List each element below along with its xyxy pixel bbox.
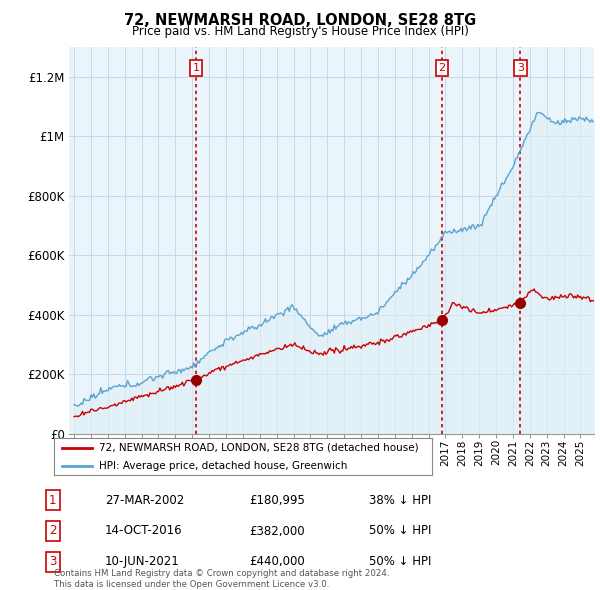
Text: 72, NEWMARSH ROAD, LONDON, SE28 8TG: 72, NEWMARSH ROAD, LONDON, SE28 8TG bbox=[124, 13, 476, 28]
Text: £382,000: £382,000 bbox=[249, 525, 305, 537]
Text: 72, NEWMARSH ROAD, LONDON, SE28 8TG (detached house): 72, NEWMARSH ROAD, LONDON, SE28 8TG (det… bbox=[100, 442, 419, 453]
Text: 14-OCT-2016: 14-OCT-2016 bbox=[105, 525, 182, 537]
Text: £180,995: £180,995 bbox=[249, 494, 305, 507]
Text: 2: 2 bbox=[49, 525, 56, 537]
Text: 50% ↓ HPI: 50% ↓ HPI bbox=[369, 555, 431, 568]
Text: 2: 2 bbox=[439, 63, 445, 73]
Text: Contains HM Land Registry data © Crown copyright and database right 2024.
This d: Contains HM Land Registry data © Crown c… bbox=[54, 569, 389, 589]
Text: 1: 1 bbox=[193, 63, 200, 73]
Text: 3: 3 bbox=[49, 555, 56, 568]
Text: 1: 1 bbox=[49, 494, 56, 507]
Text: HPI: Average price, detached house, Greenwich: HPI: Average price, detached house, Gree… bbox=[100, 461, 348, 471]
Text: 38% ↓ HPI: 38% ↓ HPI bbox=[369, 494, 431, 507]
Text: 10-JUN-2021: 10-JUN-2021 bbox=[105, 555, 180, 568]
Text: Price paid vs. HM Land Registry's House Price Index (HPI): Price paid vs. HM Land Registry's House … bbox=[131, 25, 469, 38]
Text: £440,000: £440,000 bbox=[249, 555, 305, 568]
Text: 27-MAR-2002: 27-MAR-2002 bbox=[105, 494, 184, 507]
Text: 50% ↓ HPI: 50% ↓ HPI bbox=[369, 525, 431, 537]
Text: 3: 3 bbox=[517, 63, 524, 73]
